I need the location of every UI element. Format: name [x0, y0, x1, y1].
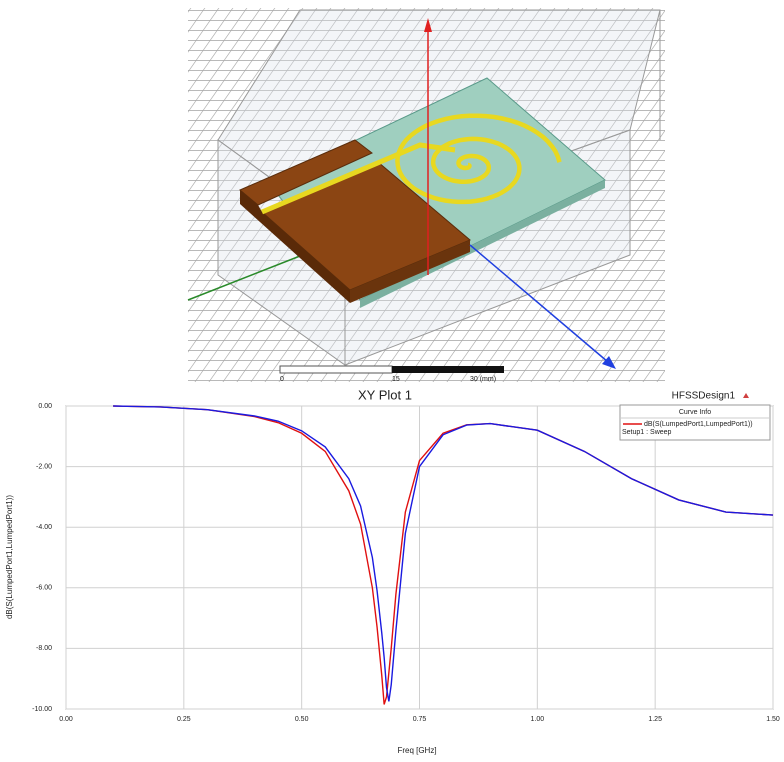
y-tick-label: -8.00	[36, 645, 52, 652]
scale-label: 15	[392, 376, 400, 383]
scale-label: 30 (mm)	[470, 376, 496, 383]
scale-bar-white	[280, 366, 392, 373]
xy-plot: XY Plot 1 HFSSDesign1 Freq [GHz] dB(S(Lu…	[5, 387, 780, 755]
x-tick-label: 0.50	[295, 716, 309, 723]
chart-title: XY Plot 1	[358, 387, 412, 402]
x-tick-label: 1.50	[766, 716, 780, 723]
y-tick-label: -4.00	[36, 524, 52, 531]
page: 0 15 30 (mm) XY Plot 1 HFSSDesign1 Freq [G…	[0, 0, 784, 762]
scale-bar-black	[392, 366, 504, 373]
design-name: HFSSDesign1	[672, 391, 736, 402]
y-tick-label: -6.00	[36, 585, 52, 592]
legend-title: Curve Info	[679, 409, 711, 416]
x-tick-label: 0.25	[177, 716, 191, 723]
x-tick-label: 0.00	[59, 716, 73, 723]
x-axis-label: Freq [GHz]	[397, 746, 436, 755]
x-tick-label: 0.75	[413, 716, 427, 723]
scale-label: 0	[280, 376, 284, 383]
y-tick-label: -2.00	[36, 463, 52, 470]
y-tick-label: 0.00	[38, 403, 52, 410]
model-view	[188, 8, 665, 382]
collapse-icon	[743, 393, 749, 398]
legend-setup: Setup1 : Sweep	[622, 429, 672, 436]
y-axis-label: dB(S(LumpedPort1,LumpedPort1))	[5, 495, 14, 619]
y-tick-label: -10.00	[32, 706, 52, 713]
x-tick-label: 1.00	[531, 716, 545, 723]
screen: 0 15 30 (mm) XY Plot 1 HFSSDesign1 Freq [G…	[0, 0, 784, 762]
x-tick-label: 1.25	[648, 716, 662, 723]
legend-label: dB(S(LumpedPort1,LumpedPort1))	[644, 421, 753, 428]
